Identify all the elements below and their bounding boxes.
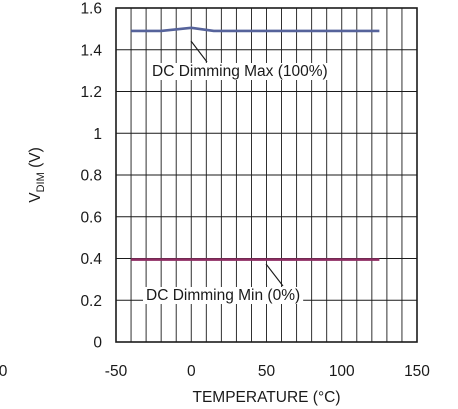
y-tick-label: 1.4 [80, 42, 102, 59]
x-tick-label: -50 [105, 363, 128, 380]
annotation-label: DC Dimming Max (100%) [152, 63, 328, 80]
plot-frame [115, 7, 418, 343]
annotation-leader-line [190, 40, 208, 63]
y-tick-label: 0.6 [80, 209, 102, 226]
annotation-background [149, 63, 331, 80]
y-axis-title-main: V [27, 192, 44, 203]
series-line-0 [131, 26, 380, 33]
x-tick-label: 50 [258, 363, 276, 380]
y-tick-label: 0 [93, 335, 102, 352]
y-tick-label: 0.4 [80, 251, 102, 268]
y-axis-title-unit: (V) [27, 147, 44, 172]
annotation-leader-line [265, 263, 284, 287]
y-axis-title: VDIM (V) [27, 147, 47, 202]
y-tick-label: 1.6 [80, 1, 102, 18]
x-tick-label: 0 [187, 363, 196, 380]
x-axis-title: TEMPERATURE (°C) [193, 389, 341, 406]
x-tick-labels: -50 0 50 100 150 [105, 363, 431, 380]
x-tick-label: 100 [329, 363, 355, 380]
annotation-background [143, 287, 304, 304]
y-axis-title-subscript: DIM [35, 172, 47, 192]
y-tick-label: 1.2 [80, 84, 102, 101]
y-tick-labels: 0 0.2 0.4 0.6 0.8 1 1.2 1.4 1.6 [80, 1, 102, 352]
y-tick-label: 0.8 [80, 168, 102, 185]
x-tick-label: 150 [404, 363, 430, 380]
series-layer [131, 26, 380, 261]
annotation-label: DC Dimming Min (0%) [146, 287, 300, 304]
partial-left-tick-label: 0 [0, 363, 8, 380]
y-tick-label: 1 [93, 126, 102, 143]
annotation-layer: DC Dimming Max (100%) DC Dimming Min (0%) [143, 40, 331, 304]
y-tick-label: 0.2 [80, 293, 102, 310]
